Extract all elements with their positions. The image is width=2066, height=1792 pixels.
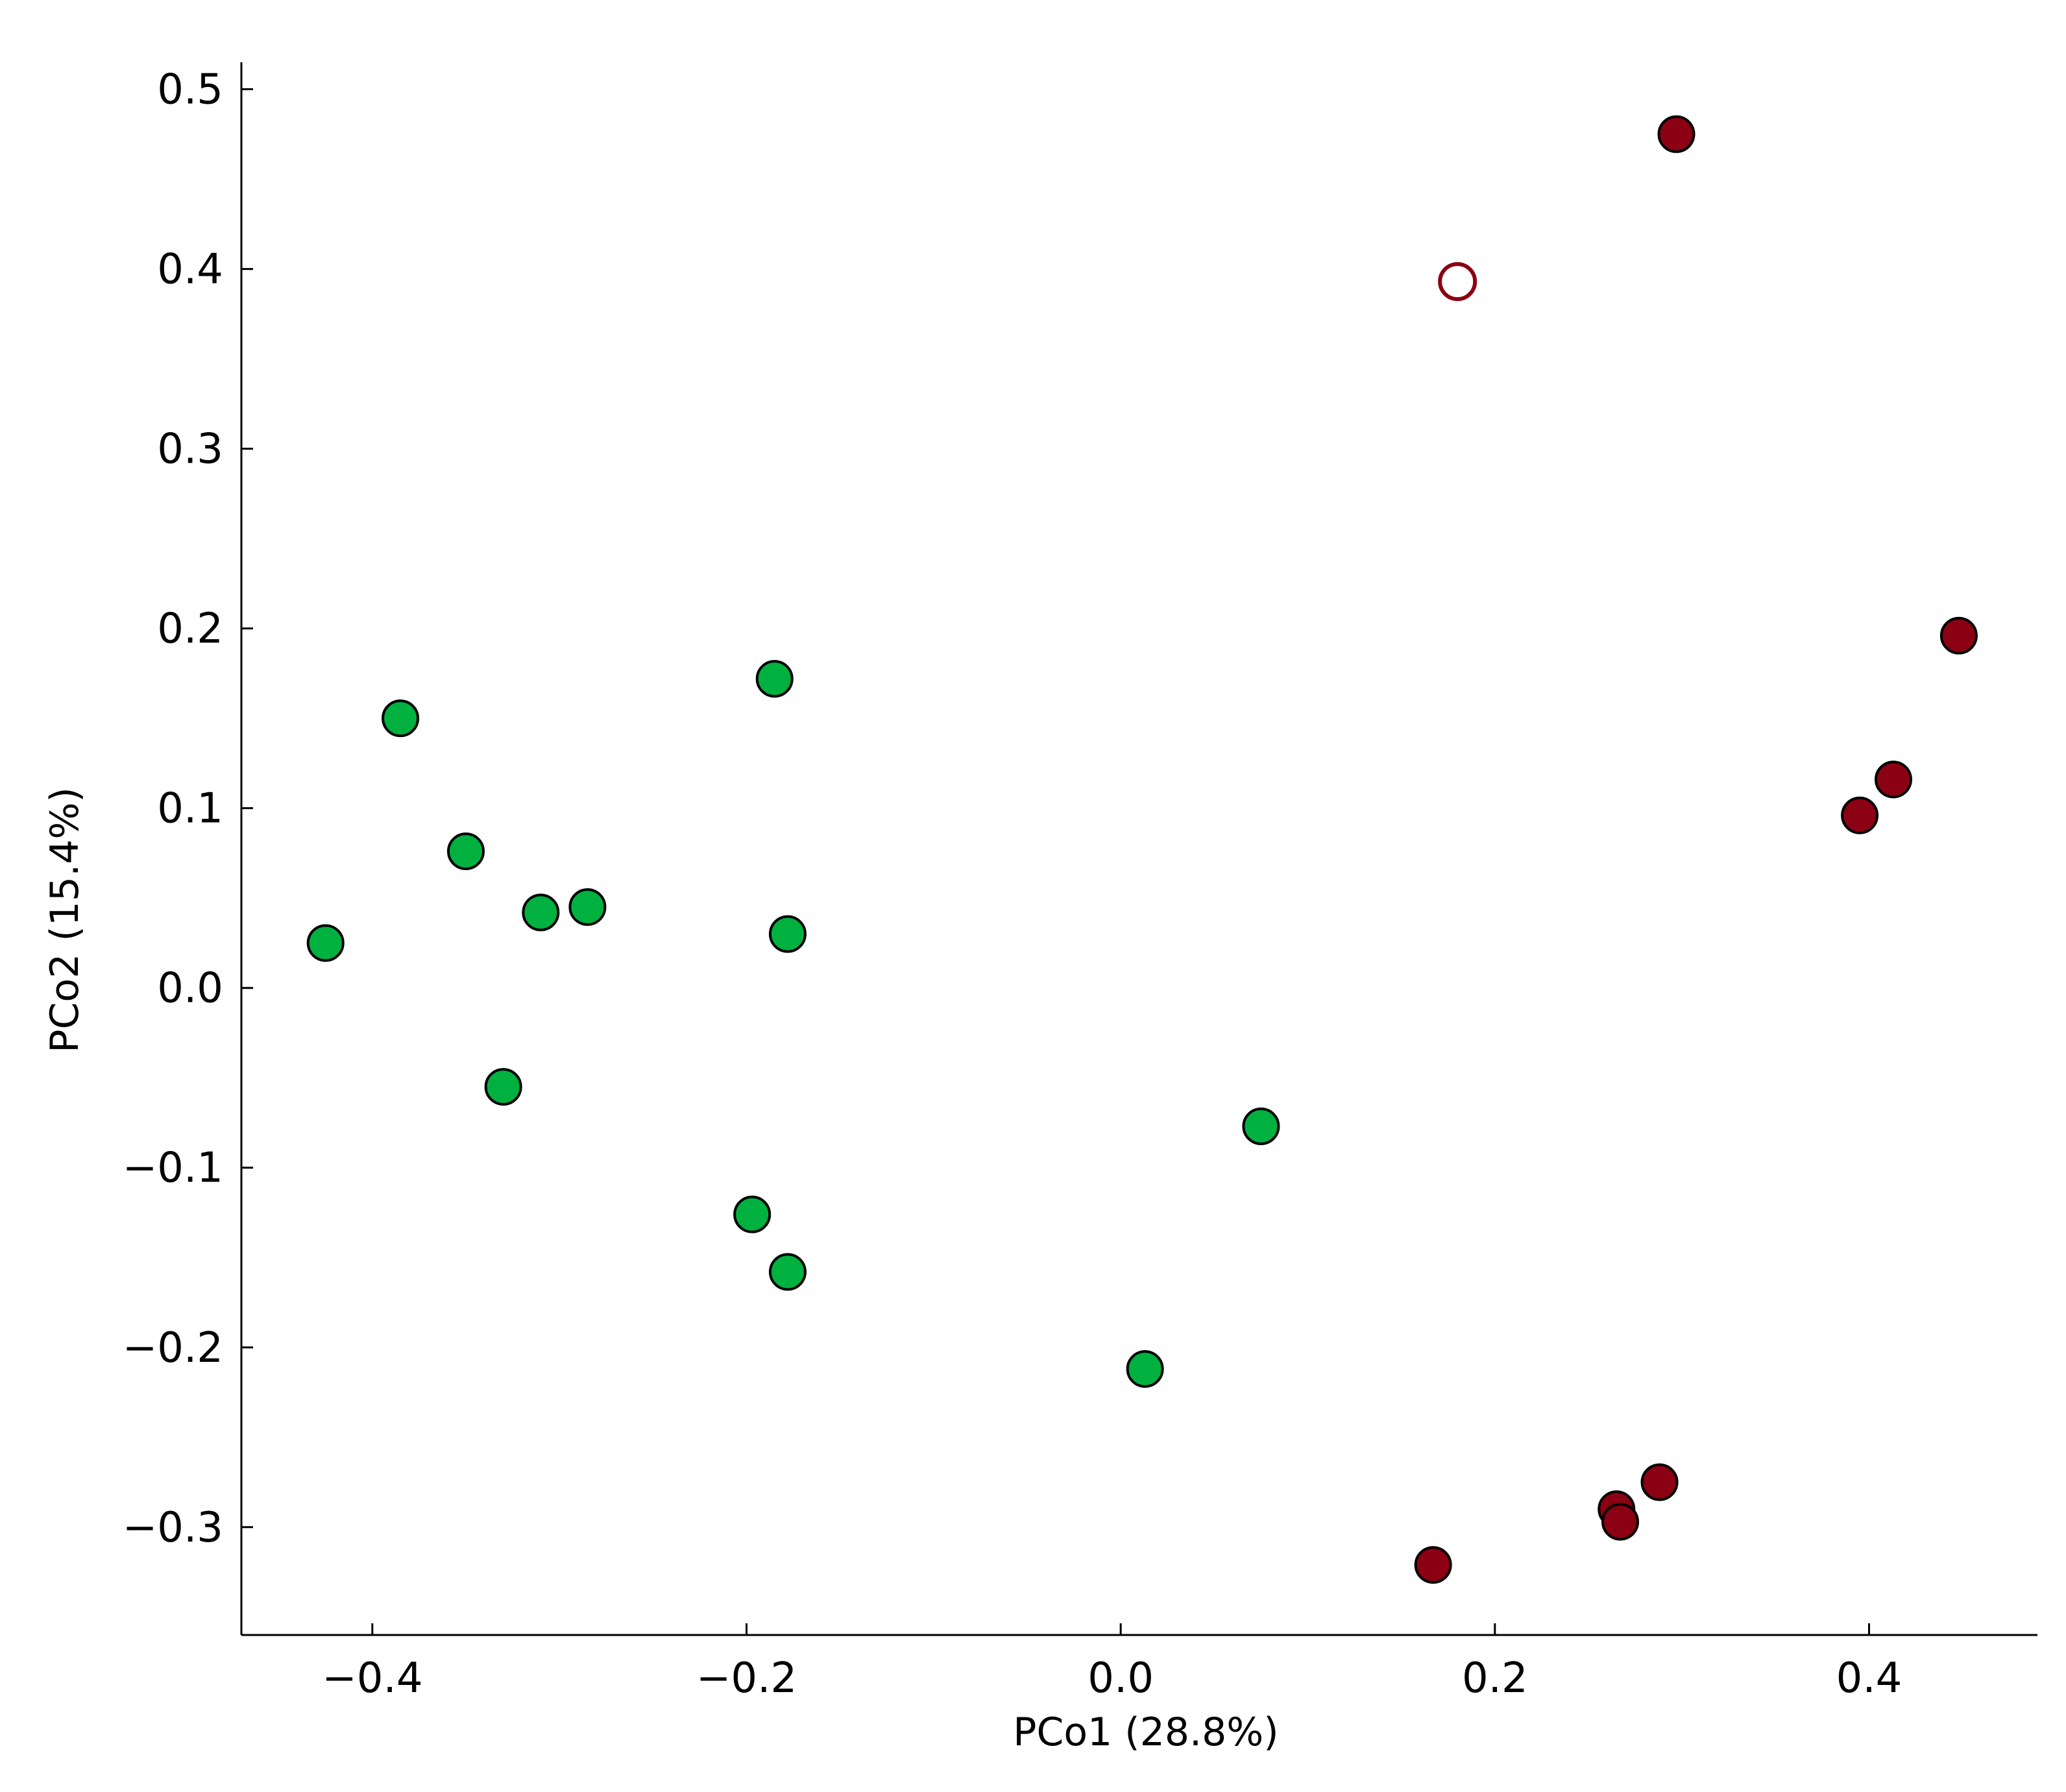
data-point — [755, 660, 794, 698]
x-axis-label: PCo1 (28.8%) — [1013, 1710, 1278, 1755]
data-point — [768, 915, 807, 953]
y-tick-label: 0.0 — [157, 965, 223, 1013]
axes — [240, 62, 2037, 1636]
data-point — [733, 1195, 772, 1233]
y-axis-label: PCo2 (15.4%) — [42, 787, 88, 1052]
x-tick-label: 0.2 — [1462, 1654, 1528, 1702]
data-point — [768, 1253, 807, 1291]
y-tick-label: −0.3 — [123, 1504, 223, 1552]
data-point — [522, 893, 560, 932]
data-point — [1657, 115, 1695, 153]
data-point — [568, 888, 607, 926]
data-point — [1841, 796, 1879, 834]
data-point — [306, 924, 345, 962]
x-tick-label: −0.4 — [322, 1654, 422, 1702]
y-tick-label: 0.2 — [157, 605, 223, 653]
y-ticks: −0.3 −0.2 −0.1 0.0 0.1 0.2 0.3 0.4 0.5 — [123, 66, 253, 1552]
x-tick-label: 0.4 — [1836, 1654, 1902, 1702]
x-tick-label: 0.0 — [1088, 1654, 1154, 1702]
data-point — [1939, 616, 1978, 655]
y-tick-label: 0.4 — [157, 246, 223, 294]
y-tick-label: 0.5 — [157, 66, 223, 114]
y-tick-label: 0.3 — [157, 426, 223, 474]
data-points — [306, 115, 1978, 1584]
open-data-point — [1438, 261, 1477, 301]
y-tick-label: −0.2 — [123, 1324, 223, 1372]
data-point — [447, 832, 485, 871]
data-point — [1640, 1463, 1679, 1501]
data-point — [484, 1068, 522, 1106]
data-point — [1601, 1503, 1640, 1541]
data-point — [1242, 1108, 1280, 1146]
data-point — [382, 699, 420, 738]
y-tick-label: 0.1 — [157, 785, 223, 833]
x-tick-label: −0.2 — [696, 1654, 797, 1702]
data-point — [1414, 1545, 1452, 1584]
x-ticks: −0.4 −0.2 0.0 0.2 0.4 — [322, 1623, 1902, 1702]
data-point — [1126, 1350, 1164, 1388]
data-point — [1874, 760, 1912, 799]
y-tick-label: −0.1 — [123, 1144, 223, 1193]
